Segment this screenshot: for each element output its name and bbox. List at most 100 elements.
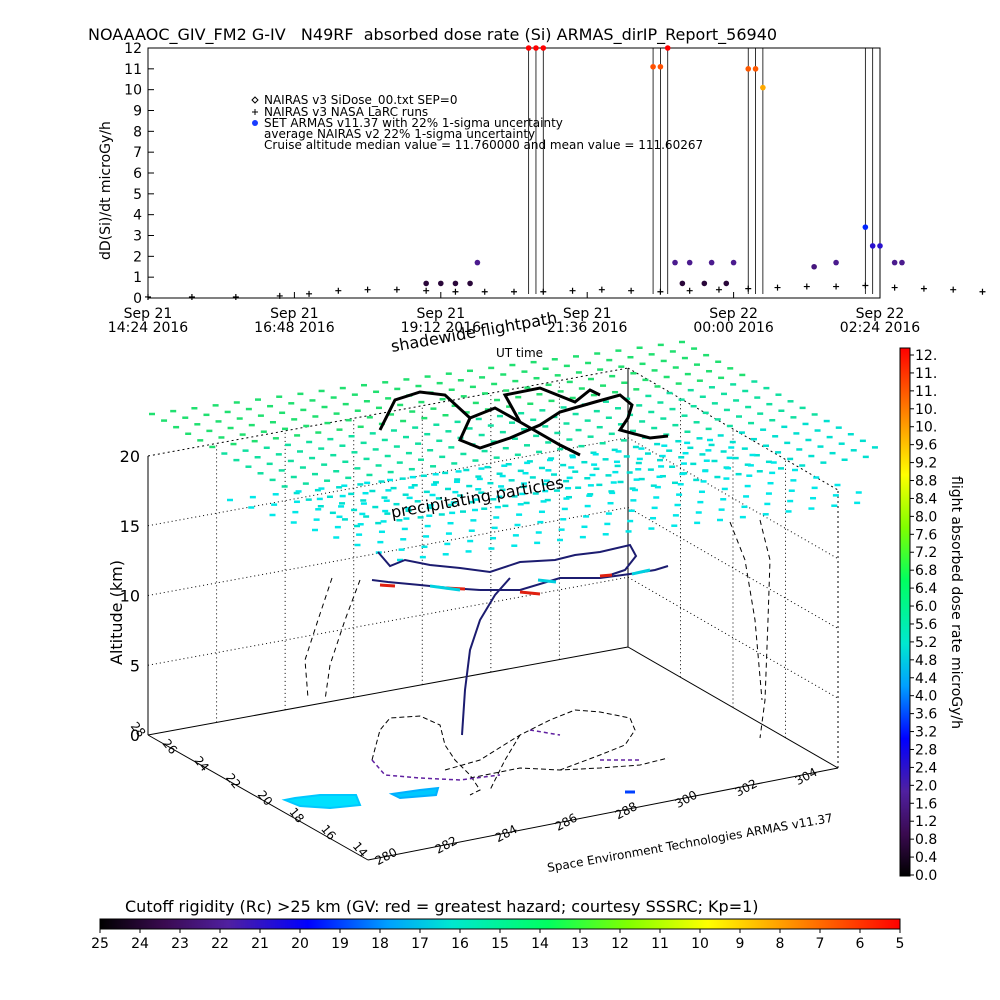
dose-x-tick-time: 21:36 2016 (547, 320, 628, 336)
dose-x-tick-time: 02:24 2016 (840, 320, 921, 336)
cutoff-colorbar-tick-label: 10 (691, 936, 709, 952)
dose-colorbar-tick-label: 3.2 (915, 725, 937, 741)
cutoff-colorbar-tick-label: 11 (651, 936, 669, 952)
nairas-point (891, 284, 898, 291)
dose-rate-plot-frame (147, 47, 881, 299)
nairas-point (950, 286, 957, 293)
dose-colorbar-tick-label: 9.6 (915, 438, 937, 454)
dose-colorbar-tick-label: 2.8 (915, 742, 937, 758)
dose-colorbar-tick-label: 10. (915, 420, 937, 436)
dose-x-tick-date: Sep 21 (563, 306, 612, 322)
longitude-tick-label: 280 (373, 845, 400, 868)
armas-point (686, 259, 693, 266)
dose-colorbar-label: flight absorbed dose rate microGy/h (948, 476, 964, 729)
dose-x-tick-time: 14:24 2016 (108, 320, 189, 336)
cutoff-colorbar-tick-label: 12 (611, 936, 629, 952)
dose-colorbar-tick-label: 6.4 (915, 581, 937, 597)
nairas-point (657, 288, 664, 295)
altitude-curtain-left (304, 577, 361, 701)
legend-entry-nairas-v2: average NAIRAS v2 22% 1-sigma uncertaint… (264, 127, 535, 141)
dose-colorbar-tick-label: 11. (915, 366, 937, 382)
dose-colorbar-tick-label: 2.0 (915, 778, 937, 794)
legend-diamond-marker (251, 96, 259, 104)
dose-y-axis-label: dD(Si)/dt microGy/h (98, 121, 114, 260)
armas-point (745, 66, 752, 72)
armas-point (438, 280, 444, 287)
armas-point (730, 259, 737, 266)
flight-track (281, 386, 771, 810)
dose-y-tick-label: 4 (133, 208, 142, 224)
footer-credit: Space Environment Technologies ARMAS v11… (546, 811, 834, 875)
dose-y-tick-label: 5 (133, 187, 142, 203)
dose-colorbar-tick-label: 12. (915, 348, 937, 364)
armas-point (862, 224, 869, 230)
dose-colorbar-tick-label: 7.2 (915, 545, 937, 561)
latitude-tick-label: 16 (318, 822, 339, 843)
longitude-tick-label: 284 (493, 822, 520, 845)
dose-x-tick-date: Sep 21 (124, 306, 173, 322)
legend-entry-armas: SET ARMAS v11.37 with 22% 1-sigma uncert… (264, 116, 563, 130)
longitude-tick-label: 286 (553, 811, 580, 834)
dose-y-tick-label: 3 (133, 229, 142, 245)
dose-x-tick-date: Sep 22 (856, 306, 905, 322)
nairas-point (452, 288, 459, 295)
armas-point (672, 259, 678, 266)
altitude-grid-line (147, 506, 839, 629)
armas-measurement-series (423, 45, 905, 287)
dose-y-tick-label: 8 (133, 124, 142, 140)
armas-point (701, 280, 708, 287)
nairas-point (979, 288, 986, 295)
nairas-point (232, 293, 239, 300)
latitude-tick-label: 22 (223, 771, 244, 792)
dose-y-tick-label: 1 (133, 270, 142, 286)
nairas-point (569, 287, 576, 294)
latitude-tick-label: 14 (350, 839, 371, 860)
dose-y-tick-label: 2 (133, 249, 142, 265)
flightpath-3d-plot: 0 5 10 15 20 Altitude (km) 280 282 284 286 288 30… (107, 308, 878, 875)
cutoff-colorbar-tick-label: 9 (736, 936, 745, 952)
longitude-tick-label: 288 (613, 799, 640, 822)
longitude-tick-label: 300 (673, 788, 700, 811)
dose-colorbar-tick-label: 1.2 (915, 814, 937, 830)
legend-entry-nairas-larc: NAIRAS v3 NASA LaRC runs (264, 105, 428, 119)
nairas-point (920, 285, 927, 292)
dose-x-tick-time: 19:12 2016 (401, 320, 482, 336)
altitude-curtain-right (729, 519, 771, 739)
cutoff-colorbar-tick-label: 5 (896, 936, 905, 952)
nairas-point (276, 292, 283, 299)
cutoff-colorbar-tick-label: 18 (371, 936, 389, 952)
flight-path-upper (378, 386, 669, 457)
armas-point (525, 45, 532, 51)
armas-point (533, 45, 539, 51)
armas-point (723, 280, 730, 287)
armas-point (540, 45, 547, 51)
dose-colorbar-tick-label: 4.0 (915, 689, 937, 705)
cutoff-colorbar-tick-label: 8 (776, 936, 785, 952)
armas-point (708, 259, 715, 266)
dose-y-tick-label: 0 (133, 291, 142, 307)
dose-x-tick-date: Sep 21 (416, 306, 465, 322)
nairas-point (145, 293, 151, 300)
dose-colorbar-tick-label: 1.6 (915, 796, 937, 812)
cutoff-colorbar-tick-label: 21 (251, 936, 269, 952)
nairas-point (774, 284, 781, 291)
nairas-point (686, 287, 693, 294)
nairas-point (833, 283, 840, 290)
latitude-tick-label: 18 (286, 805, 307, 826)
dose-colorbar-tick-label: 7.6 (915, 527, 937, 543)
nairas-point (628, 287, 635, 294)
3d-grid-lines (147, 380, 839, 738)
dose-colorbar-tick-label: 2.4 (915, 760, 937, 776)
dose-colorbar-tick-label: 5.2 (915, 635, 937, 651)
dose-y-tick-label: 12 (124, 41, 142, 57)
ground-hotspot-1 (281, 794, 362, 810)
dose-y-tick-label: 11 (124, 62, 142, 78)
precipitating-particles-grid (149, 340, 878, 562)
armas-point (877, 243, 883, 249)
nairas-point (335, 287, 342, 294)
figure-title: NOAAAOC_GIV_FM2 G-IV N49RF absorbed dose… (88, 25, 777, 45)
dose-colorbar-tick-label: 4.8 (915, 653, 937, 669)
